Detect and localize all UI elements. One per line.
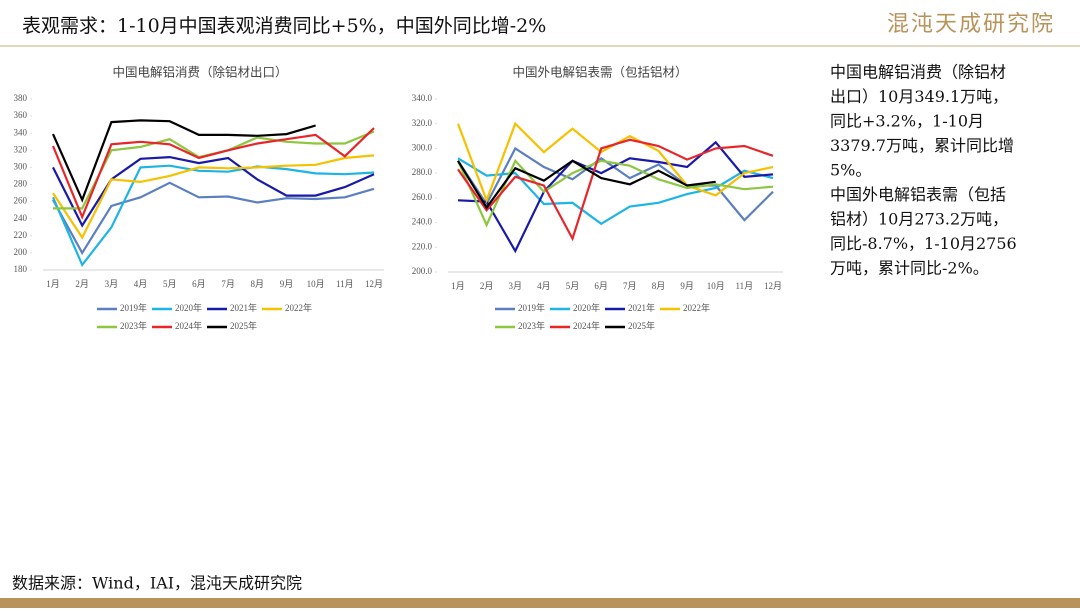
note-line: 出口）10月349.1万吨， [830, 87, 1008, 106]
source: 数据来源：Wind，IAI，混沌天成研究院 [12, 574, 302, 593]
x-tick-label: 12月 [764, 281, 782, 291]
x-tick-label: 1月 [451, 281, 465, 291]
series-line [456, 158, 774, 228]
x-tick-label: 11月 [736, 281, 754, 291]
series-line [51, 119, 316, 203]
series-line [457, 138, 774, 242]
x-tick-label: 2月 [480, 281, 494, 291]
slide-title: 表观需求：1-10月中国表观消费同比+5%，中国外同比增-2% [22, 15, 546, 37]
y-tick-label: 280 [14, 179, 28, 189]
series-line [51, 127, 375, 220]
note-line: 同比-8.7%，1-10月2756 [830, 234, 1017, 253]
y-tick-label: 260 [14, 196, 28, 206]
y-tick-label: 180 [14, 264, 28, 274]
x-tick-label: 10月 [707, 281, 725, 291]
y-tick-label: 240.0 [412, 217, 433, 227]
y-tick-label: 220.0 [412, 241, 433, 251]
y-tick-label: 320.0 [412, 118, 433, 128]
series-line [52, 154, 375, 240]
x-tick-label: 10月 [307, 279, 325, 289]
note-line: 中国外电解铝表需（包括 [830, 185, 1006, 204]
x-tick-label: 4月 [537, 281, 551, 291]
footer-bar [0, 598, 1080, 608]
series-line [457, 159, 716, 210]
x-tick-label: 5月 [163, 279, 177, 289]
legend-label: 2025年 [628, 320, 655, 331]
y-tick-label: 240 [14, 213, 28, 223]
y-tick-label: 380 [14, 93, 28, 103]
x-tick-label: 3月 [509, 281, 523, 291]
note-line: 万吨，累计同比-2%。 [830, 259, 989, 278]
chart-title: 中国外电解铝表需（包括铝材） [512, 65, 687, 80]
legend-label: 2023年 [518, 320, 545, 331]
y-tick-label: 260.0 [412, 192, 433, 202]
y-tick-label: 340 [14, 127, 28, 137]
x-tick-label: 4月 [134, 279, 148, 289]
legend-label: 2019年 [120, 302, 147, 313]
y-tick-label: 220 [14, 230, 28, 240]
legend-label: 2024年 [175, 320, 202, 331]
x-tick-label: 6月 [192, 279, 206, 289]
legend-label: 2023年 [120, 320, 147, 331]
x-tick-label: 6月 [594, 281, 608, 291]
legend-label: 2020年 [175, 302, 202, 313]
x-tick-label: 9月 [680, 281, 694, 291]
legend-label: 2021年 [230, 302, 257, 313]
y-tick-label: 340.0 [412, 93, 433, 103]
x-tick-label: 5月 [566, 281, 580, 291]
x-tick-label: 7月 [221, 279, 235, 289]
note-line: 中国电解铝消费（除铝材 [830, 63, 1006, 82]
note-line: 5%。 [830, 161, 871, 180]
y-tick-label: 300 [14, 161, 28, 171]
y-tick-label: 200.0 [412, 266, 433, 276]
x-tick-label: 9月 [280, 279, 294, 289]
x-tick-label: 11月 [336, 279, 354, 289]
series-line [52, 181, 375, 256]
legend-label: 2022年 [683, 302, 710, 313]
x-tick-label: 12月 [365, 279, 383, 289]
y-tick-label: 200 [14, 247, 28, 257]
x-tick-label: 2月 [75, 279, 89, 289]
legend-label: 2025年 [230, 320, 257, 331]
x-tick-label: 7月 [623, 281, 637, 291]
logo: 混沌天成研究院 [887, 12, 1055, 37]
x-tick-label: 1月 [46, 279, 60, 289]
y-tick-label: 300.0 [412, 142, 433, 152]
note-line: 3379.7万吨，累计同比增 [830, 136, 1014, 155]
x-tick-label: 8月 [251, 279, 265, 289]
y-tick-label: 320 [14, 144, 28, 154]
y-tick-label: 280.0 [412, 167, 433, 177]
note-line: 铝材）10月273.2万吨， [830, 210, 1008, 229]
x-tick-label: 8月 [652, 281, 666, 291]
legend-label: 2021年 [628, 302, 655, 313]
legend-label: 2020年 [573, 302, 600, 313]
legend-label: 2022年 [285, 302, 312, 313]
y-tick-label: 360 [14, 110, 28, 120]
legend-label: 2024年 [573, 320, 600, 331]
chart-title: 中国电解铝消费（除铝材出口） [112, 65, 287, 80]
legend-label: 2019年 [518, 302, 545, 313]
series-line [51, 164, 375, 268]
note-line: 同比+3.2%，1-10月 [830, 112, 984, 131]
x-tick-label: 3月 [105, 279, 119, 289]
